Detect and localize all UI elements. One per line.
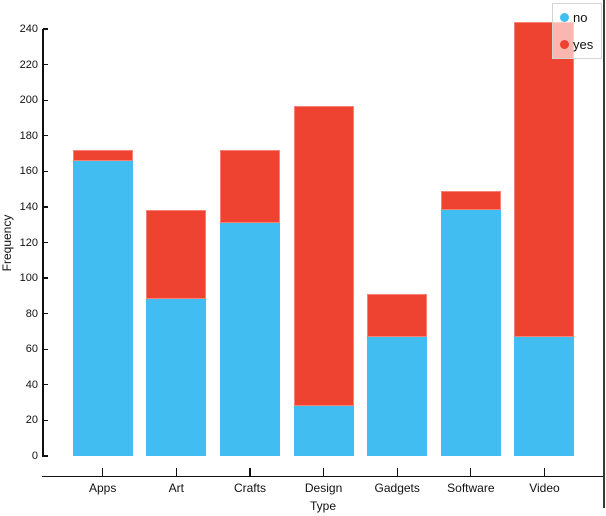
y-tick-label: 140 bbox=[19, 200, 38, 213]
y-tick-label: 220 bbox=[19, 58, 38, 71]
y-tick bbox=[43, 419, 48, 421]
x-tick-label: Crafts bbox=[233, 481, 266, 495]
x-tick-label: Design bbox=[304, 481, 343, 495]
bar-apps-yes bbox=[72, 149, 133, 161]
y-tick-label: 20 bbox=[25, 414, 38, 427]
x-tick bbox=[102, 468, 104, 476]
bar-art-yes bbox=[146, 210, 207, 300]
bar-crafts-yes bbox=[219, 149, 280, 223]
y-tick bbox=[43, 206, 48, 208]
bar-gadgets-yes bbox=[367, 294, 428, 337]
x-tick-label: Art bbox=[168, 481, 184, 495]
y-tick-label: 0 bbox=[31, 450, 38, 462]
x-tick-label: Gadgets bbox=[374, 481, 420, 495]
y-tick-label: 120 bbox=[19, 236, 38, 249]
yes-series-marker-icon bbox=[560, 40, 569, 49]
x-tick bbox=[470, 468, 472, 476]
legend-item-no[interactable]: no bbox=[553, 5, 601, 31]
y-tick-label: 100 bbox=[19, 272, 38, 285]
bar-crafts-no bbox=[219, 222, 280, 456]
x-tick bbox=[543, 468, 546, 476]
legend-label-yes: yes bbox=[573, 36, 594, 52]
x-axis-line bbox=[42, 475, 604, 477]
x-tick-label: Video bbox=[529, 481, 560, 495]
bar-software-no bbox=[440, 210, 501, 456]
y-tick bbox=[43, 384, 48, 386]
x-axis-title: Type bbox=[309, 499, 336, 513]
x-tick bbox=[249, 468, 251, 476]
bar-video-no bbox=[514, 336, 575, 456]
bar-design-yes bbox=[293, 105, 354, 407]
y-tick-label: 200 bbox=[19, 94, 38, 107]
x-tick-label: Software bbox=[447, 481, 495, 495]
y-tick bbox=[43, 455, 48, 457]
bar-software-yes bbox=[440, 190, 501, 211]
no-series-marker-icon bbox=[560, 13, 569, 22]
y-tick bbox=[43, 348, 48, 350]
bar-design-no bbox=[293, 406, 354, 456]
x-tick-label: Apps bbox=[89, 481, 117, 495]
y-tick bbox=[43, 170, 48, 172]
y-tick bbox=[43, 277, 48, 279]
x-tick bbox=[396, 468, 398, 476]
y-tick bbox=[43, 135, 48, 137]
legend: no yes bbox=[552, 3, 602, 59]
y-tick-label: 160 bbox=[19, 165, 38, 178]
y-axis-line bbox=[42, 29, 44, 457]
bar-gadgets-no bbox=[367, 336, 428, 456]
bar-video-yes bbox=[514, 21, 575, 337]
y-tick bbox=[43, 241, 48, 244]
legend-item-yes[interactable]: yes bbox=[553, 32, 601, 58]
y-tick-label: 40 bbox=[25, 378, 38, 391]
y-tick-label: 180 bbox=[19, 129, 38, 142]
y-tick bbox=[43, 63, 48, 66]
y-tick-label: 240 bbox=[19, 23, 38, 35]
bar-apps-no bbox=[72, 160, 133, 456]
y-tick bbox=[43, 313, 48, 315]
x-tick bbox=[322, 468, 325, 476]
bar-art-no bbox=[146, 299, 207, 456]
y-tick bbox=[43, 28, 48, 30]
y-tick-label: 80 bbox=[25, 307, 38, 320]
legend-label-no: no bbox=[573, 9, 588, 25]
window-right-border bbox=[603, 0, 605, 508]
y-tick bbox=[43, 99, 48, 101]
y-tick-label: 60 bbox=[25, 343, 38, 356]
x-tick bbox=[175, 468, 177, 476]
